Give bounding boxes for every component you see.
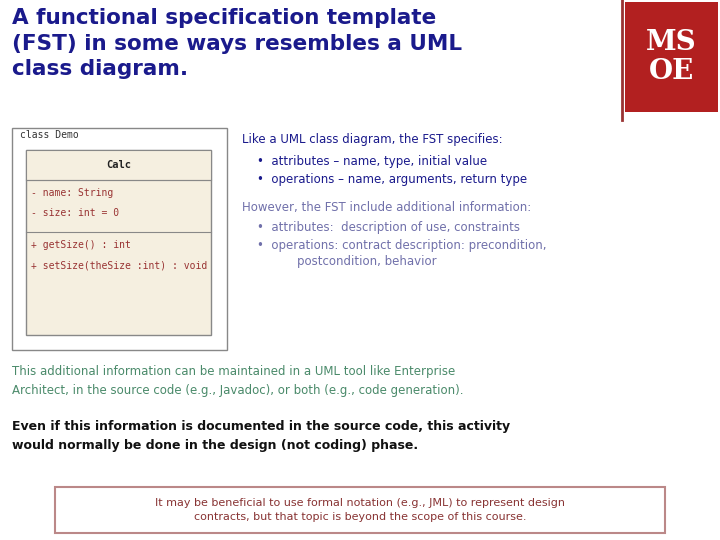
Text: •  attributes:  description of use, constraints: • attributes: description of use, constr… bbox=[257, 221, 520, 234]
Text: It may be beneficial to use formal notation (e.g., JML) to represent design
cont: It may be beneficial to use formal notat… bbox=[155, 498, 565, 522]
Text: A functional specification template
(FST) in some ways resembles a UML
class dia: A functional specification template (FST… bbox=[12, 8, 462, 79]
Text: + getSize() : int: + getSize() : int bbox=[31, 240, 131, 250]
Bar bbox=[12, 128, 227, 350]
Bar bbox=[26, 150, 211, 180]
Bar bbox=[26, 150, 211, 335]
Bar bbox=[55, 487, 665, 533]
Text: class Demo: class Demo bbox=[20, 130, 78, 140]
Text: Like a UML class diagram, the FST specifies:: Like a UML class diagram, the FST specif… bbox=[242, 133, 503, 146]
Text: Even if this information is documented in the source code, this activity
would n: Even if this information is documented i… bbox=[12, 420, 510, 452]
Bar bbox=[625, 2, 718, 112]
Text: MS
OE: MS OE bbox=[646, 30, 697, 85]
Text: - name: String: - name: String bbox=[31, 188, 113, 198]
Text: •  operations: contract description: precondition,: • operations: contract description: prec… bbox=[257, 239, 546, 252]
Text: - size: int = 0: - size: int = 0 bbox=[31, 208, 119, 218]
Text: + setSize(theSize :int) : void: + setSize(theSize :int) : void bbox=[31, 260, 207, 270]
Text: postcondition, behavior: postcondition, behavior bbox=[297, 255, 436, 268]
Text: •  attributes – name, type, initial value: • attributes – name, type, initial value bbox=[257, 155, 487, 168]
Text: This additional information can be maintained in a UML tool like Enterprise
Arch: This additional information can be maint… bbox=[12, 365, 464, 397]
Text: Calc: Calc bbox=[106, 160, 131, 170]
Text: However, the FST include additional information:: However, the FST include additional info… bbox=[242, 201, 531, 214]
Text: •  operations – name, arguments, return type: • operations – name, arguments, return t… bbox=[257, 173, 527, 186]
